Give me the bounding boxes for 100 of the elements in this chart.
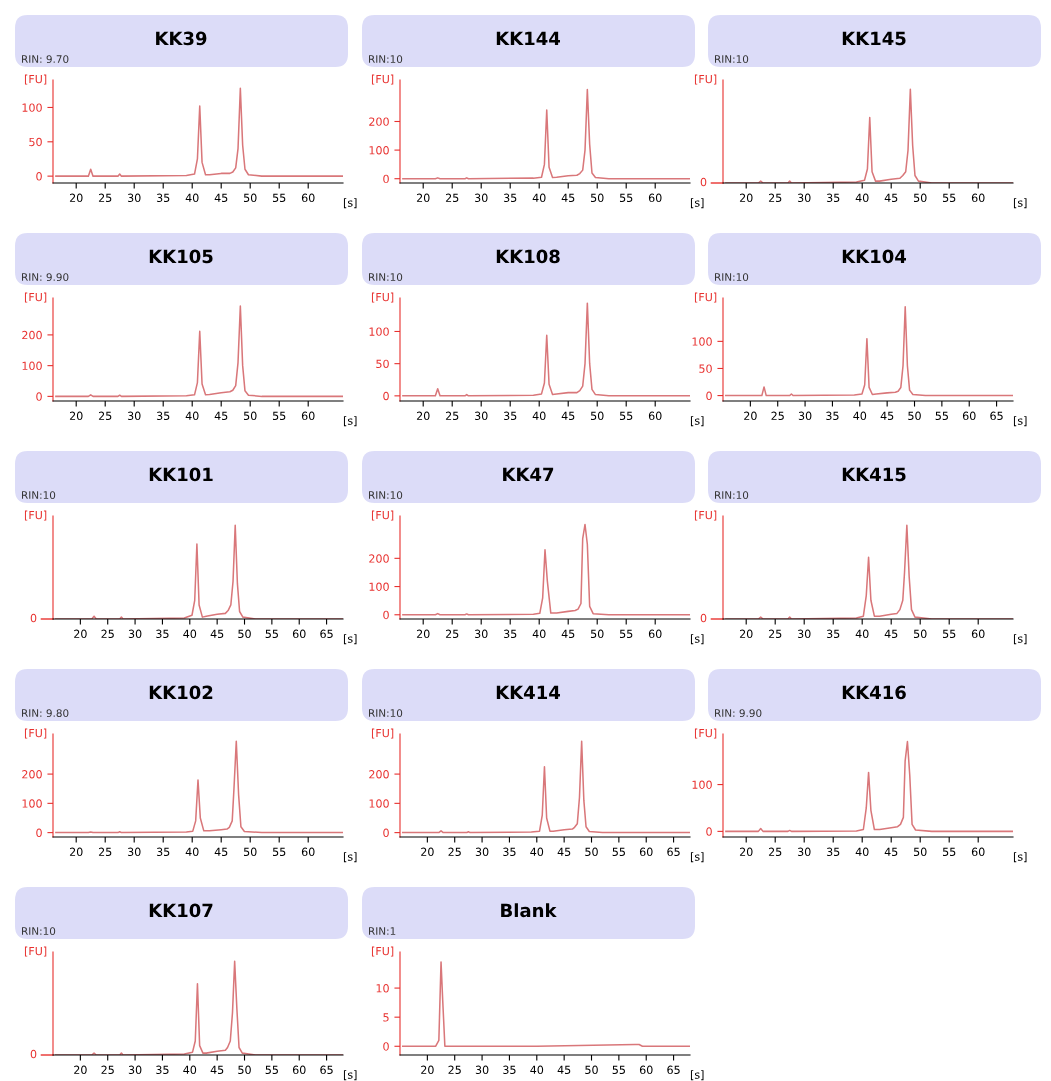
x-tick-label: 55 xyxy=(265,629,278,639)
line-series xyxy=(55,740,343,834)
x-tick-label: 25 xyxy=(98,193,112,203)
x-tick-label: 35 xyxy=(826,193,840,203)
x-tick-label: 65 xyxy=(667,1065,680,1075)
x-tick-label: 55 xyxy=(612,1065,625,1075)
x-tick-label: 30 xyxy=(128,629,142,639)
x-tick-label: 45 xyxy=(210,629,224,639)
x-tick-label: 55 xyxy=(272,847,286,857)
x-tick-label: 20 xyxy=(744,411,757,421)
x-tick-label: 20 xyxy=(74,629,87,639)
line-series xyxy=(402,302,690,397)
x-tick-label: 40 xyxy=(530,847,544,857)
x-tick-label: 60 xyxy=(648,193,662,203)
chart-subtitle: RIN:10 xyxy=(715,273,749,282)
y-tick-label: 200 xyxy=(22,330,42,340)
y-tick-label: 0 xyxy=(383,828,389,837)
x-tick-label: 35 xyxy=(826,411,839,421)
x-tick-label: 25 xyxy=(101,629,114,639)
y-axis-title: [FU] xyxy=(371,510,394,521)
x-tick-label: 50 xyxy=(238,629,251,639)
x-tick-label: 40 xyxy=(855,847,869,857)
y-tick-label: 100 xyxy=(22,103,42,112)
line-series xyxy=(55,305,343,398)
y-tick-label: 50 xyxy=(376,359,389,369)
x-tick-label: 25 xyxy=(768,193,782,203)
chart-subtitle: RIN:10 xyxy=(369,709,403,718)
x-axis-title: [s] xyxy=(690,198,704,209)
chart-title: KK414 xyxy=(496,685,561,699)
x-tick-label: 35 xyxy=(156,1065,169,1075)
x-tick-label: 45 xyxy=(884,847,898,857)
chart-title: KK104 xyxy=(842,249,907,264)
x-tick-label: 60 xyxy=(292,629,306,639)
x-tick-label: 60 xyxy=(639,847,653,857)
x-tick-label: 25 xyxy=(445,411,459,421)
y-tick-label: 100 xyxy=(369,799,389,808)
x-tick-label: 20 xyxy=(416,193,430,203)
x-tick-label: 50 xyxy=(243,193,257,203)
y-axis-title: [FU] xyxy=(371,74,394,85)
chart-subtitle: RIN:10 xyxy=(715,491,749,500)
line-series xyxy=(401,961,690,1048)
y-axis-title: [FU] xyxy=(371,292,394,303)
chart-subtitle: RIN:10 xyxy=(369,491,403,500)
y-tick-label: 100 xyxy=(692,337,712,346)
line-series xyxy=(724,305,1013,397)
y-axis-title: [FU] xyxy=(694,728,717,739)
chart-subtitle: RIN:10 xyxy=(22,927,56,936)
x-tick-label: 50 xyxy=(913,193,927,203)
x-tick-label: 20 xyxy=(69,193,83,203)
x-tick-label: 50 xyxy=(585,847,598,857)
x-tick-label: 60 xyxy=(648,411,662,421)
y-axis-title: [FU] xyxy=(371,728,394,739)
x-tick-label: 55 xyxy=(619,193,633,203)
x-tick-label: 55 xyxy=(272,193,286,203)
x-tick-label: 60 xyxy=(962,411,976,421)
x-tick-label: 40 xyxy=(185,847,199,857)
x-tick-label: 40 xyxy=(185,411,199,421)
x-tick-label: 60 xyxy=(971,193,985,203)
x-tick-label: 20 xyxy=(416,411,430,421)
x-tick-label: 25 xyxy=(448,847,461,857)
x-tick-label: 20 xyxy=(739,629,753,639)
x-tick-label: 30 xyxy=(475,1065,489,1075)
x-tick-label: 60 xyxy=(639,1065,653,1075)
x-tick-label: 20 xyxy=(739,847,753,857)
chart-title: KK39 xyxy=(156,31,207,46)
x-tick-label: 30 xyxy=(127,411,141,421)
x-tick-label: 40 xyxy=(855,629,869,639)
x-tick-label: 60 xyxy=(648,629,662,639)
x-tick-label: 30 xyxy=(127,847,141,857)
x-tick-label: 55 xyxy=(942,193,956,203)
y-tick-label: 0 xyxy=(36,828,42,837)
x-axis-title: [s] xyxy=(343,1070,357,1081)
x-tick-label: 50 xyxy=(238,1065,251,1075)
chart-title: KK416 xyxy=(842,685,906,700)
x-tick-label: 45 xyxy=(880,411,894,421)
x-tick-label: 55 xyxy=(272,411,286,421)
x-tick-label: 35 xyxy=(156,193,170,203)
x-tick-label: 55 xyxy=(942,847,956,857)
y-tick-label: 200 xyxy=(369,770,389,779)
x-tick-label: 60 xyxy=(971,629,985,639)
line-series xyxy=(402,88,690,180)
x-tick-label: 50 xyxy=(243,411,257,421)
x-tick-label: 45 xyxy=(884,629,898,639)
y-tick-label: 10 xyxy=(376,984,389,993)
y-axis-title: [FU] xyxy=(24,510,47,521)
x-tick-label: 40 xyxy=(853,411,867,421)
x-tick-label: 35 xyxy=(826,847,840,857)
x-tick-label: 45 xyxy=(561,411,575,421)
line-series xyxy=(401,740,690,834)
x-tick-label: 50 xyxy=(590,411,604,421)
x-tick-label: 45 xyxy=(561,193,575,203)
x-axis-title: [s] xyxy=(343,852,357,863)
chart-title: KK105 xyxy=(149,249,213,264)
x-axis-title: [s] xyxy=(1013,198,1027,209)
chart-title: KK102 xyxy=(149,685,213,700)
x-tick-label: 60 xyxy=(301,847,315,857)
x-axis-title: [s] xyxy=(1013,634,1027,645)
x-tick-label: 60 xyxy=(301,193,315,203)
chart-subtitle: RIN:10 xyxy=(22,491,56,500)
y-tick-label: 200 xyxy=(369,117,389,126)
